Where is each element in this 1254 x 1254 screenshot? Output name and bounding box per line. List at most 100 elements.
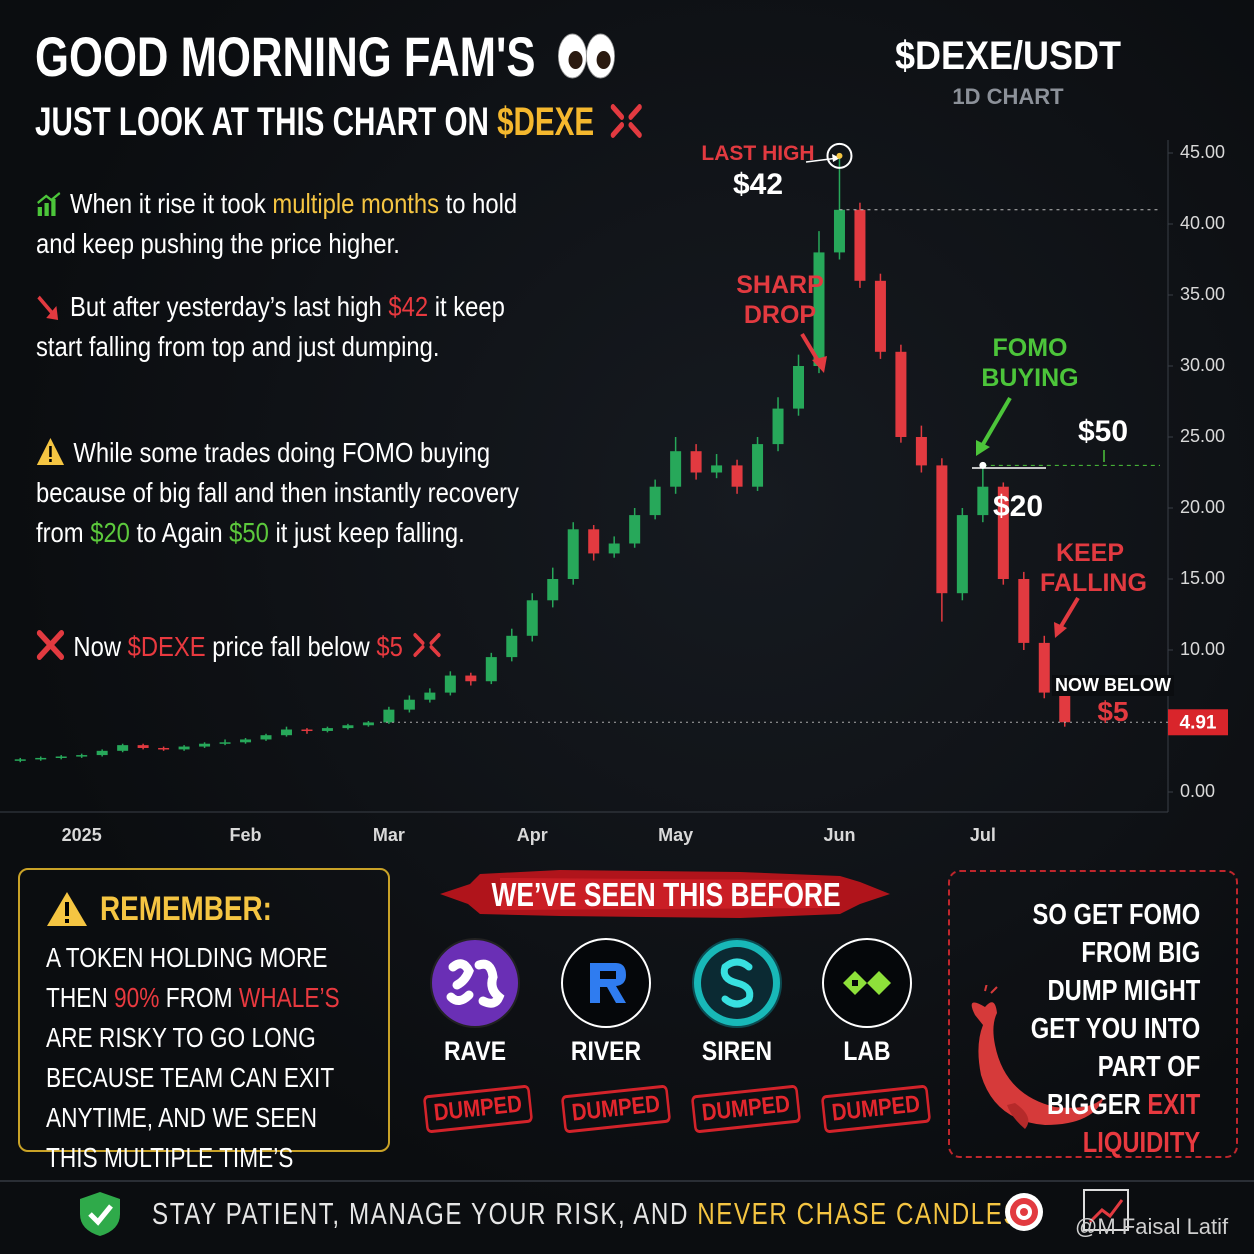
candle-body	[280, 729, 292, 736]
x-tick-label: Feb	[230, 825, 262, 845]
candle-body	[137, 745, 149, 748]
text-part: 90%	[114, 982, 160, 1013]
candle-body	[96, 750, 108, 756]
down-icon	[37, 295, 59, 320]
text-part: it just keep falling.	[268, 517, 465, 548]
footer-text: STAY PATIENT, MANAGE YOUR RISK, AND NEVE…	[152, 1196, 1029, 1231]
remember-body: A TOKEN HOLDING MORE THEN 90% FROM WHALE…	[46, 938, 374, 1178]
annotation: KEEP FALLING	[1040, 539, 1147, 597]
note: While some trades doing FOMO buying beca…	[36, 433, 536, 553]
text-part: $42	[388, 291, 429, 322]
candle-body	[670, 451, 682, 487]
text-part: to hold and keep pushing the price highe…	[36, 188, 518, 259]
candle-body	[342, 725, 354, 729]
text-part: NEVER CHASE CANDLES.	[697, 1196, 1030, 1231]
price-tag	[1168, 709, 1228, 736]
candle-body	[383, 709, 395, 723]
candle-body	[833, 209, 845, 253]
divider	[0, 1180, 1254, 1182]
y-tick-label: 40.00	[1180, 213, 1225, 233]
candle-body	[588, 529, 600, 554]
candle-body	[506, 635, 518, 658]
text-part: price fall below	[205, 631, 377, 662]
text-part: EXIT LIQUIDITY	[1082, 1089, 1201, 1159]
candle-body	[465, 675, 477, 682]
candle-body	[772, 408, 784, 445]
status-stamp: DUMPED	[560, 1084, 672, 1134]
y-tick-label: 45.00	[1180, 142, 1225, 162]
remember-title: REMEMBER:	[100, 890, 272, 928]
candle-body	[874, 280, 886, 352]
anger-icon	[610, 104, 642, 138]
candle-body	[711, 465, 723, 473]
text-part: $50	[229, 517, 269, 548]
token-name: RIVER	[570, 1036, 642, 1066]
status-stamp: DUMPED	[690, 1084, 802, 1134]
text-part: ARE RISKY TO GO LONG BECAUSE TEAM CAN EX…	[46, 1022, 334, 1173]
candle-body	[301, 729, 313, 732]
chart: 0.005.0010.0015.0020.0025.0030.0035.0040…	[0, 140, 1228, 845]
annotation: FOMO BUYING	[981, 334, 1079, 392]
y-tick-label: 15.00	[1180, 568, 1225, 588]
whale-panel	[948, 870, 1238, 1158]
note: Now $DEXE price fall below $5	[36, 627, 536, 667]
y-tick-label: 30.00	[1180, 355, 1225, 375]
candle-body	[526, 600, 538, 636]
timeframe: 1D CHART	[952, 84, 1064, 109]
candle-body	[956, 515, 968, 594]
text-part: But after yesterday’s last high	[70, 291, 389, 322]
whale-icon	[971, 985, 1105, 1129]
text-part: $DEXE	[127, 631, 206, 662]
text-part: to Again	[129, 517, 230, 548]
text-part: When it rise it took	[70, 188, 273, 219]
candle-body	[199, 743, 211, 747]
token-icon	[692, 938, 782, 1028]
candle-body	[403, 699, 415, 710]
status-stamp: DUMPED	[422, 1084, 534, 1134]
note-text: While some trades doing FOMO buying beca…	[36, 437, 519, 548]
chart-icon	[1083, 1189, 1129, 1231]
title-text: GOOD MORNING FAM'S	[35, 25, 536, 88]
candle-body	[997, 486, 1009, 579]
text-part: $DEXE	[497, 100, 595, 144]
note-text: When it rise it took multiple months to …	[36, 188, 517, 259]
text-part: A TOKEN HOLDING MORE THEN	[46, 942, 328, 1013]
banner	[440, 870, 890, 918]
candle-body	[117, 745, 129, 751]
candle-body	[915, 437, 927, 466]
candle-body	[1038, 642, 1050, 693]
candle-body	[854, 209, 866, 281]
target-icon	[1005, 1193, 1043, 1231]
price-tag-label: 4.91	[1180, 712, 1217, 733]
warning-icon	[47, 892, 87, 926]
candle-body	[424, 692, 436, 700]
y-tick-label: 25.00	[1180, 426, 1225, 446]
high-marker	[826, 142, 853, 169]
candle-body	[977, 486, 989, 516]
text-part: JUST LOOK AT THIS CHART ON	[35, 100, 498, 144]
arrow	[980, 396, 1012, 448]
text-part: multiple months	[272, 188, 440, 219]
candle-body	[895, 351, 907, 437]
arrow-head	[812, 356, 827, 373]
x-tick-label: Mar	[373, 825, 405, 845]
remember-panel	[18, 868, 390, 1152]
token-name: RAVE	[443, 1036, 507, 1066]
x-tick-label: 2025	[62, 825, 102, 845]
note-text: Now $DEXE price fall below $5	[73, 631, 402, 662]
candle-body	[240, 739, 252, 743]
y-tick-label: 20.00	[1180, 497, 1225, 517]
token-icon	[430, 938, 520, 1028]
candle-body	[76, 755, 88, 757]
candle-body	[158, 747, 170, 750]
candle-body	[485, 657, 497, 682]
token-icon	[822, 938, 912, 1028]
whale-text-body: SO GET FOMO FROM BIG DUMP MIGHT GET YOU …	[1031, 899, 1201, 1159]
candle-body	[649, 486, 661, 516]
chart-icon	[37, 191, 61, 216]
text-part: Now	[73, 631, 128, 662]
candle-body	[608, 543, 620, 554]
annotation: $5	[1097, 696, 1129, 727]
cross-icon	[36, 630, 65, 660]
